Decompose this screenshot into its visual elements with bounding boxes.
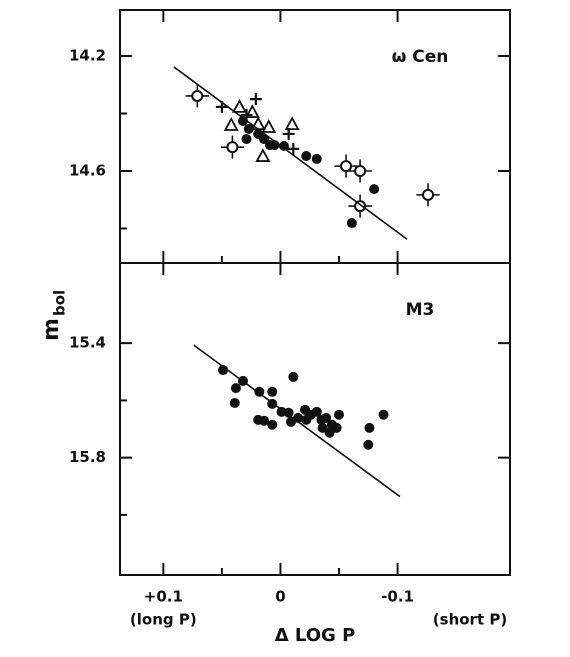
point [346, 218, 357, 229]
point [301, 151, 312, 162]
point [363, 439, 374, 450]
point [259, 415, 270, 426]
x-tick-label: 0 [275, 588, 285, 606]
frame [119, 9, 511, 576]
y-tick-label: 14.2 [69, 47, 106, 65]
point [250, 116, 266, 131]
y-axis-label-sub: bol [51, 290, 69, 316]
point [354, 165, 367, 177]
x-axis-label: Δ LOG P [275, 625, 356, 646]
point [369, 184, 380, 195]
point [288, 371, 299, 382]
fit-line [193, 344, 401, 498]
y-tick-label: 15.8 [69, 448, 106, 466]
x-annotation: (short P) [433, 611, 507, 629]
x-tick-label: -0.1 [381, 588, 414, 606]
point [287, 142, 300, 155]
point [226, 141, 239, 154]
point [244, 104, 260, 118]
point [255, 148, 271, 162]
point [311, 153, 322, 164]
point [191, 89, 204, 102]
point [340, 160, 353, 173]
point [283, 407, 294, 418]
point [230, 383, 241, 394]
point [278, 140, 289, 151]
point [334, 409, 345, 420]
x-annotation: (long P) [130, 611, 197, 629]
point [378, 409, 389, 420]
point [282, 127, 295, 140]
point [229, 397, 240, 408]
fit-line [173, 66, 408, 240]
point [240, 108, 253, 121]
y-tick-label: 14.6 [69, 162, 106, 180]
point [364, 422, 375, 433]
y-axis-label: m bol [39, 290, 69, 341]
point [331, 422, 342, 433]
y-axis-label-main: m [39, 318, 64, 341]
panel-label: ω Cen [392, 47, 449, 67]
point [317, 422, 328, 433]
point [261, 119, 277, 133]
point [249, 93, 262, 106]
point [243, 124, 254, 135]
point [267, 419, 278, 430]
point [231, 99, 247, 113]
x-tick-label: +0.1 [144, 588, 183, 606]
point [267, 386, 278, 397]
point [311, 406, 322, 417]
point [241, 134, 252, 145]
panel-label: M3 [406, 300, 435, 320]
y-tick-label: 15.4 [69, 334, 106, 352]
point [422, 188, 435, 201]
point [223, 117, 239, 131]
point [321, 412, 332, 423]
point [324, 427, 335, 438]
point [284, 116, 300, 131]
